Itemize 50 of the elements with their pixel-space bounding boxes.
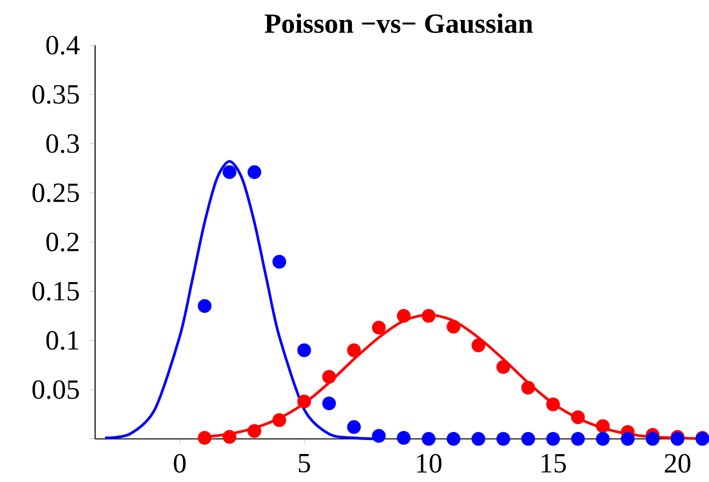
x-tick-label: 10 [417,454,442,473]
x-tick-label: 20 [664,454,690,473]
point [322,370,336,384]
y-tick-label: 0.15 [32,282,79,301]
y-tick-label: 0.05 [32,380,79,400]
point [222,430,236,444]
point [546,432,560,446]
point [347,343,361,358]
point [272,413,286,428]
point [496,432,510,446]
point [297,343,312,358]
y-tick-label: 0.2 [46,232,78,252]
point [372,320,386,335]
point [620,432,635,446]
point [521,380,536,395]
x-tick-label: 15 [542,454,566,473]
x-tick-label: 0 [174,454,186,473]
y-tick-label: 0.3 [46,134,79,154]
point [396,431,411,445]
point [571,410,585,424]
point [297,394,312,408]
point [396,308,411,323]
y-tick-label: 0.35 [32,85,79,104]
point [222,165,236,180]
point [248,424,262,438]
point [571,432,585,446]
point [248,165,262,180]
y-tick-label: 0.1 [46,331,78,350]
chart-title: Poisson −vs− Gaussian [264,14,533,34]
point [322,396,336,410]
point [272,254,286,269]
point [496,360,510,374]
point [372,429,386,443]
y-tick-label: 0.4 [46,36,80,55]
point [422,432,436,446]
point [596,432,610,446]
point [446,320,460,334]
x-tick-label: 5 [298,454,310,472]
point [198,431,212,445]
point [422,308,436,323]
point [198,299,212,313]
point [472,338,486,352]
point [521,432,536,446]
point [646,432,660,446]
point [596,419,610,433]
point [446,432,460,446]
point [546,398,560,412]
y-tick-label: 0.25 [32,183,79,202]
point [472,432,486,446]
point [347,420,361,434]
